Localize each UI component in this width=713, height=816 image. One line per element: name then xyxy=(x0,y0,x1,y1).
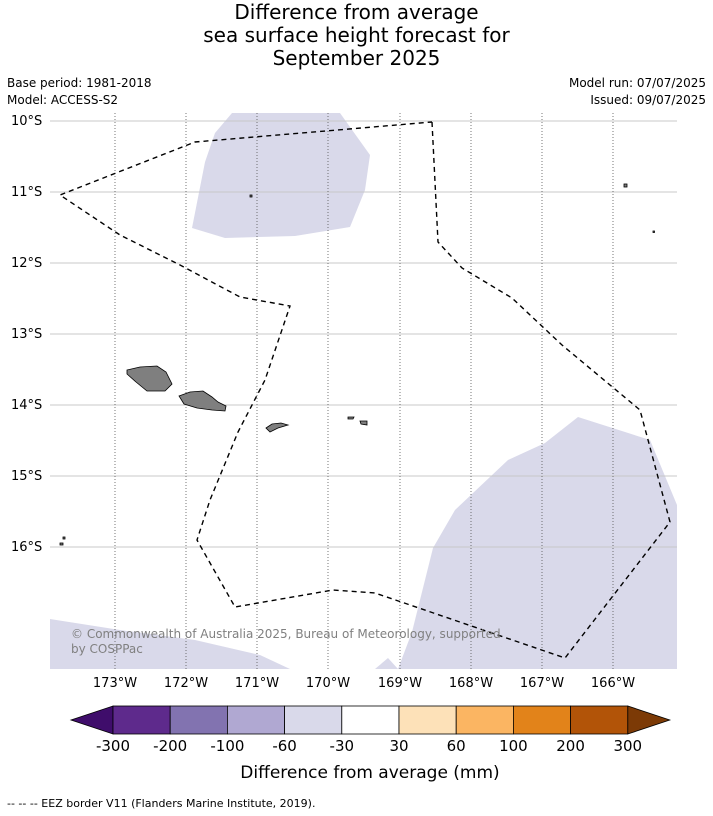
lat-label: 16°S xyxy=(11,540,42,555)
issued-label: Issued: 09/07/2025 xyxy=(590,93,706,107)
model-run-label: Model run: 07/07/2025 xyxy=(568,76,706,90)
island-upolu xyxy=(178,390,227,412)
latitude-gridlines xyxy=(50,120,677,548)
lon-label: 173°W xyxy=(93,676,137,691)
lon-label: 167°W xyxy=(520,676,564,691)
lon-label: 169°W xyxy=(378,676,422,691)
lat-label: 14°S xyxy=(11,398,42,413)
colorbar-segment xyxy=(112,705,171,735)
colorbar xyxy=(69,705,672,735)
island-small-west-2 xyxy=(62,536,66,540)
island-small-west xyxy=(59,542,64,546)
colorbar-title: Difference from average (mm) xyxy=(240,763,499,783)
island-small-east-2 xyxy=(652,230,655,233)
island-small-east xyxy=(623,183,628,188)
lon-label: 168°W xyxy=(449,676,493,691)
colorbar-tick-label: 60 xyxy=(447,737,466,755)
lon-label: 170°W xyxy=(306,676,350,691)
anomaly-region-south-center xyxy=(375,658,398,669)
colorbar-segment xyxy=(284,705,343,735)
colorbar-tick-label: 100 xyxy=(499,737,528,755)
colorbar-segment xyxy=(169,705,228,735)
lon-label: 171°W xyxy=(235,676,279,691)
lat-label: 12°S xyxy=(11,256,42,271)
map-title-line-3: September 2025 xyxy=(272,46,441,70)
lat-label: 15°S xyxy=(11,469,42,484)
colorbar-tick-label: 300 xyxy=(613,737,642,755)
lat-label: 11°S xyxy=(11,185,42,200)
copyright-notice: © Commonwealth of Australia 2025, Bureau… xyxy=(71,627,501,656)
colorbar-tick-label: -200 xyxy=(153,737,187,755)
colorbar-segment xyxy=(341,705,400,735)
colorbar-tick-label: -30 xyxy=(330,737,355,755)
lon-label: 172°W xyxy=(164,676,208,691)
colorbar-extend-high xyxy=(627,705,672,735)
colorbar-segment xyxy=(398,705,457,735)
colorbar-segment xyxy=(226,705,285,735)
eez-border-line xyxy=(58,121,671,659)
colorbar-segment xyxy=(455,705,514,735)
anomaly-region-southwest xyxy=(50,619,290,669)
anomaly-region-north xyxy=(192,113,370,238)
lon-label: 166°W xyxy=(591,676,635,691)
lat-label: 13°S xyxy=(11,327,42,342)
colorbar-tick-label: -100 xyxy=(210,737,244,755)
colorbar-tick-label: -60 xyxy=(272,737,297,755)
model-label: Model: ACCESS-S2 xyxy=(7,93,119,107)
lat-label: 10°S xyxy=(11,114,42,129)
island-tutuila xyxy=(265,422,290,433)
colorbar-segment xyxy=(513,705,572,735)
map-area xyxy=(50,113,677,669)
island-savaii xyxy=(126,365,173,392)
colorbar-tick-label: -300 xyxy=(96,737,130,755)
colorbar-extend-low xyxy=(69,705,114,735)
map-title-line-2: sea surface height forecast for xyxy=(203,23,510,47)
island-tau xyxy=(359,420,368,426)
eez-legend-footnote: -- -- -- EEZ border V11 (Flanders Marine… xyxy=(7,797,316,810)
colorbar-tick-label: 200 xyxy=(556,737,585,755)
island-ofu xyxy=(347,416,355,420)
longitude-labels: 173°W 172°W 171°W 170°W 169°W 168°W 167°… xyxy=(93,676,635,691)
colorbar-tick-labels: -300 -200 -100 -60 -30 30 60 100 200 300 xyxy=(96,737,642,755)
colorbar-tick-label: 30 xyxy=(389,737,408,755)
island-small-north xyxy=(249,194,253,198)
anomaly-region-southeast xyxy=(398,417,677,669)
latitude-labels: 10°S 11°S 12°S 13°S 14°S 15°S 16°S xyxy=(11,114,42,555)
colorbar-segment xyxy=(570,705,629,735)
map-title-line-1: Difference from average xyxy=(234,0,479,24)
base-period-label: Base period: 1981-2018 xyxy=(7,76,152,90)
islands xyxy=(59,183,655,546)
